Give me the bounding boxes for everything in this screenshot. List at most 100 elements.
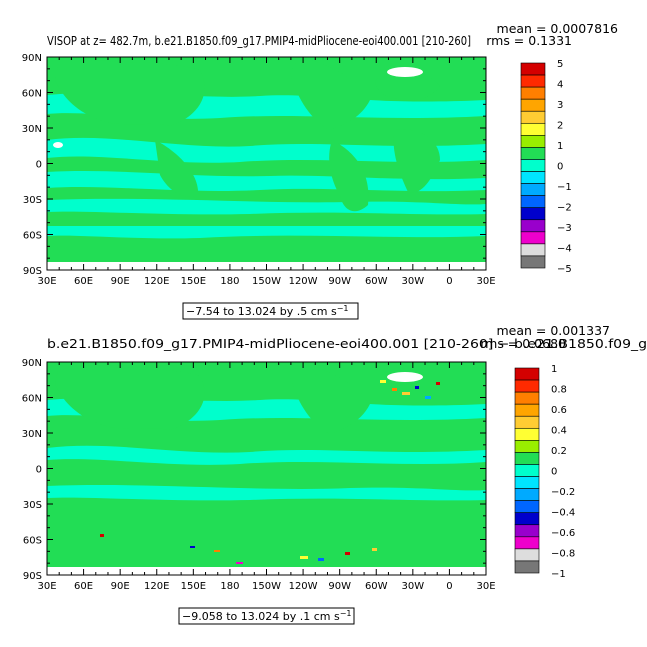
colorbar-label: −3	[557, 223, 572, 234]
colorbar-label: 0	[557, 162, 563, 173]
range-sup-2: −1	[340, 609, 352, 618]
colorbar-swatch	[520, 183, 546, 196]
greenland-mask-2	[387, 372, 423, 382]
y-tick-label: 30S	[23, 500, 42, 511]
colorbar-label: −1	[557, 182, 572, 193]
colorbar-label: −0.8	[551, 549, 575, 560]
colorbar-label: −2	[557, 203, 572, 214]
colorbar-swatch	[520, 122, 546, 136]
x-ticks-1: 30E 60E 90E 120E 150E 180 150W 120W 90W 60W 30W 0 30…	[37, 57, 496, 287]
colorbar-swatch	[520, 62, 546, 76]
x-tick-label: 90E	[111, 276, 130, 287]
colorbar-swatch	[520, 147, 546, 160]
y-ticks-1: 90N 60N 30N 0 30S 60S 90S	[22, 53, 486, 277]
range-box-2: −9.058 to 13.024 by .1 cm s−1	[178, 607, 355, 625]
colorbar-swatch	[520, 243, 546, 257]
continents-1	[55, 57, 440, 212]
y-tick-label: 90S	[23, 266, 42, 277]
y-tick-label: 0	[36, 160, 42, 171]
colorbar-label: 0.2	[551, 446, 567, 457]
colorbar-label: −0.2	[551, 487, 575, 498]
x-tick-label: 120E	[144, 581, 169, 592]
x-tick-label: 180	[220, 276, 239, 287]
continents-2	[55, 362, 370, 434]
land-mask-1	[53, 142, 63, 148]
x-tick-label: 150W	[252, 581, 281, 592]
x-tick-label: 120W	[289, 276, 318, 287]
colorbar-label: 1	[557, 141, 563, 152]
colorbar-swatch	[514, 488, 540, 501]
panel-2-rms: rms = 0.0680	[480, 336, 566, 351]
y-tick-label: 30N	[22, 429, 42, 440]
x-ticks-2: 30E 60E 90E 120E 150E 180 150W 120W 90W 60W 30W 0 30…	[37, 362, 496, 592]
colorbar-swatch	[514, 476, 540, 489]
x-tick-label: 60W	[365, 581, 388, 592]
colorbar-swatch	[520, 231, 546, 245]
colorbar-swatch	[514, 548, 540, 562]
x-tick-label: 30E	[37, 581, 56, 592]
range-text-2: −9.058 to 13.024 by .1 cm s	[182, 610, 340, 623]
x-tick-label: 30W	[402, 276, 425, 287]
colorbar-label: 1	[551, 364, 557, 375]
y-tick-label: 60N	[22, 89, 42, 100]
x-tick-label: 0	[446, 276, 452, 287]
x-tick-label: 90W	[328, 276, 351, 287]
colorbar-swatch	[514, 500, 540, 514]
colorbar-label: 0.4	[551, 426, 567, 437]
y-tick-label: 90S	[23, 571, 42, 582]
colorbar-label: 0.6	[551, 405, 567, 416]
colorbar-swatch	[520, 255, 546, 269]
colorbar-swatch	[520, 171, 546, 184]
colorbar-1: 5 4 3 2 1 0 −1 −2 −3 −4 −5	[520, 59, 572, 275]
colorbar-swatch	[514, 415, 540, 429]
range-sup-1: −1	[337, 304, 349, 313]
colorbar-swatch	[520, 98, 546, 112]
colorbar-label: 4	[557, 80, 563, 91]
x-tick-label: 120E	[144, 276, 169, 287]
x-tick-label: 90W	[328, 581, 351, 592]
colorbar-label: −0.6	[551, 528, 575, 539]
colorbar-swatch	[514, 452, 540, 465]
greenland-mask-1	[387, 67, 423, 77]
y-tick-label: 60N	[22, 394, 42, 405]
panel-2-mean: mean = 0.001337	[496, 323, 610, 338]
panel-1: 90N 60N 30N 0 30S 60S 90S 30E 60E 90E 120E 150E 180…	[22, 21, 619, 320]
panel-1-mean: mean = 0.0007816	[497, 21, 619, 36]
colorbar-label: 0	[551, 467, 557, 478]
colorbar-swatch	[520, 135, 546, 148]
y-tick-label: 90N	[22, 358, 42, 369]
x-tick-label: 30E	[476, 276, 495, 287]
y-tick-label: 30N	[22, 124, 42, 135]
y-tick-label: 60S	[23, 536, 42, 547]
colorbar-swatch	[520, 207, 546, 221]
colorbar-swatch	[520, 86, 546, 100]
colorbar-swatch	[520, 159, 546, 172]
x-tick-label: 180	[220, 581, 239, 592]
x-tick-label: 60E	[74, 581, 93, 592]
x-tick-label: 60E	[74, 276, 93, 287]
panel-1-title: VISOP at z= 482.7m, b.e21.B1850.f09_g17.…	[47, 33, 471, 48]
colorbar-swatch	[514, 524, 540, 538]
ocean-bands-1	[47, 92, 486, 239]
colorbar-swatch	[514, 427, 540, 441]
x-tick-label: 60W	[365, 276, 388, 287]
colorbar-label: 5	[557, 59, 563, 70]
colorbar-swatch	[514, 403, 540, 417]
panel-1-rms: rms = 0.1331	[486, 33, 572, 48]
svg-text:−9.058 to 13.024 by .1 cm s−1: −9.058 to 13.024 by .1 cm s−1	[182, 609, 352, 623]
colorbar-swatch	[514, 464, 540, 477]
svg-text:−7.54 to 13.024 by .5 cm s−1: −7.54 to 13.024 by .5 cm s−1	[186, 304, 349, 318]
colorbar-label: 3	[557, 100, 563, 111]
y-tick-label: 30S	[23, 195, 42, 206]
colorbar-label: −4	[557, 244, 572, 255]
colorbar-swatch	[514, 512, 540, 526]
colorbar-2: 1 0.8 0.6 0.4 0.2 0 −0.2 −0.4 −0.6 −0.8 −1	[514, 364, 575, 580]
colorbar-swatch	[520, 195, 546, 209]
x-tick-label: 150W	[252, 276, 281, 287]
y-tick-label: 60S	[23, 231, 42, 242]
anomaly-specks-2	[100, 380, 440, 564]
x-tick-label: 30W	[402, 581, 425, 592]
panel-2-title: b.e21.B1850.f09_g17.PMIP4-midPliocene-eo…	[47, 336, 647, 351]
colorbar-label: 2	[557, 121, 563, 132]
